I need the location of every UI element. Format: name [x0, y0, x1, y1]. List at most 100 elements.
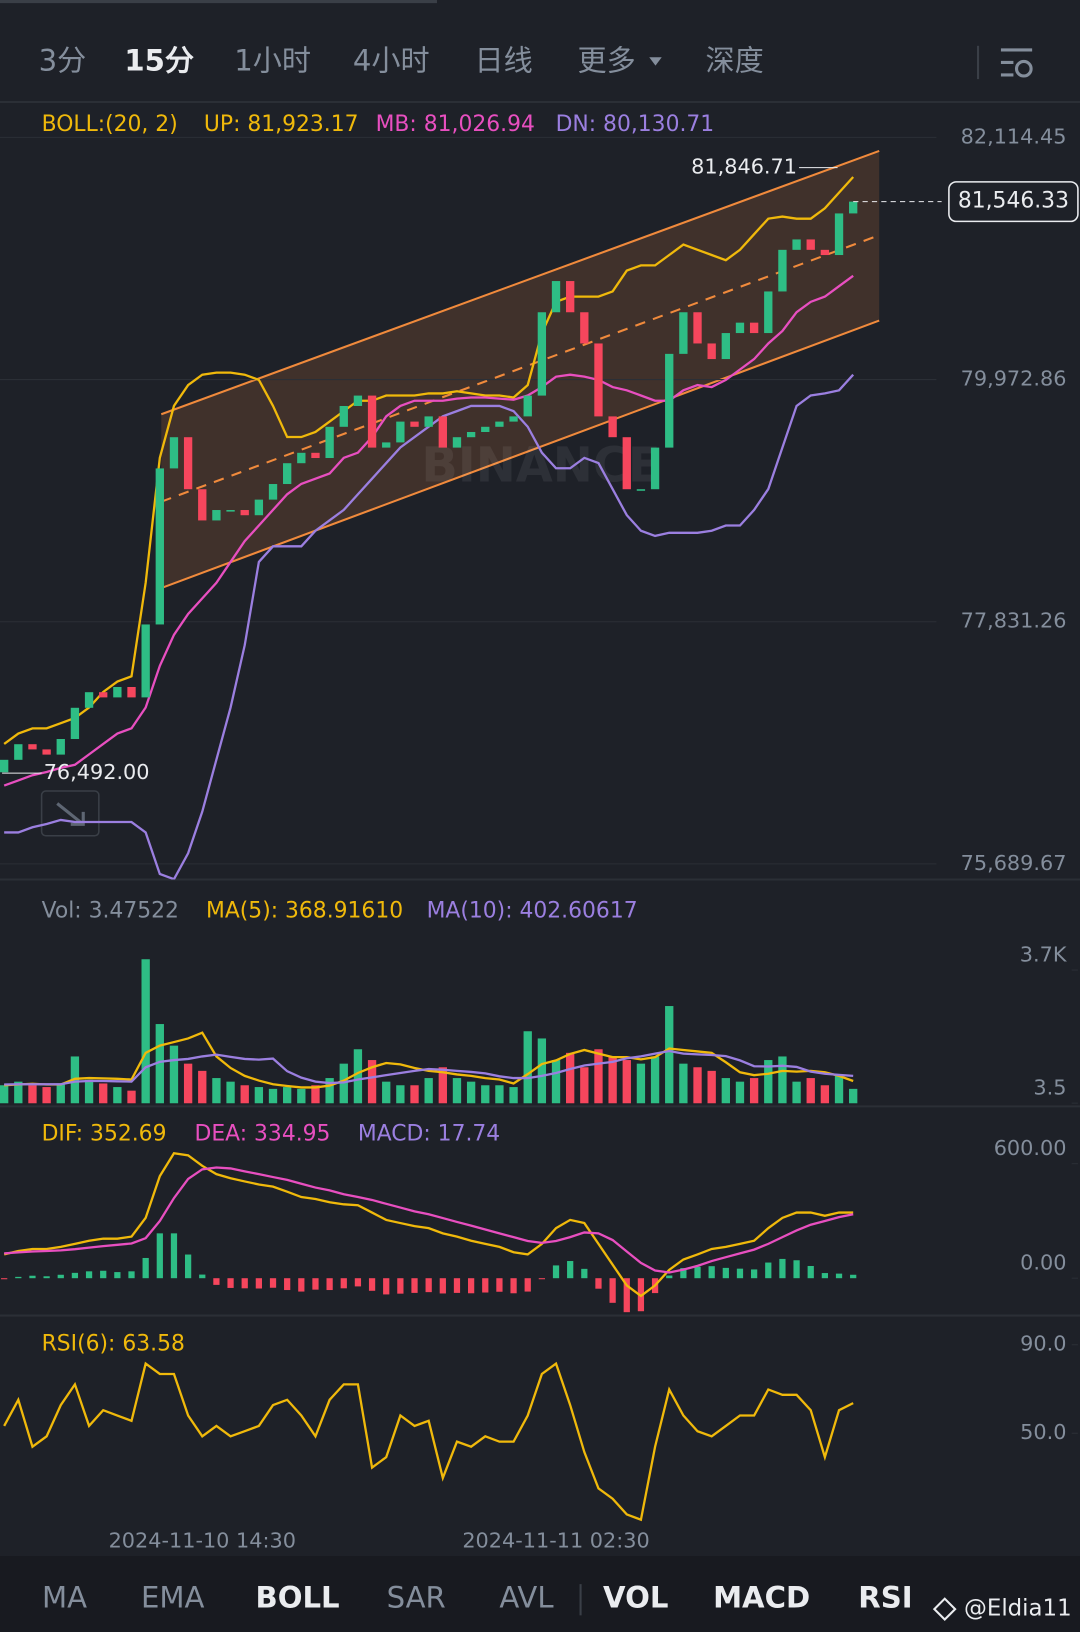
macd-bar	[255, 1278, 262, 1289]
indicator-tab[interactable]: SAR	[387, 1581, 446, 1615]
volume-bar	[325, 1078, 334, 1104]
macd-bar	[85, 1271, 93, 1279]
macd-bar	[213, 1278, 220, 1285]
volume-bar	[424, 1078, 433, 1104]
macd-bar	[821, 1273, 828, 1279]
candle	[155, 468, 164, 625]
macd-bar	[680, 1268, 687, 1279]
macd-bar	[269, 1278, 277, 1288]
volume-bar	[580, 1067, 589, 1104]
legend-entry: MA(10): 402.60617	[427, 899, 638, 924]
interval-tab[interactable]: 3分	[39, 43, 87, 77]
interval-tab[interactable]: 4小时	[353, 43, 430, 77]
macd-bar	[383, 1278, 390, 1295]
indicator-tab[interactable]: BOLL	[256, 1581, 340, 1615]
volume-bar	[155, 1024, 164, 1104]
last-price-label: 81,546.33	[958, 189, 1069, 214]
legend-entry: Vol: 3.47522	[42, 899, 179, 924]
x-tick-label: 2024-11-11 02:30	[462, 1528, 649, 1552]
interval-tab[interactable]: 1小时	[234, 43, 311, 77]
macd-bar	[298, 1278, 305, 1292]
candle	[141, 624, 150, 698]
volume-bar	[226, 1081, 235, 1104]
indicator-tab[interactable]: RSI	[858, 1581, 912, 1615]
volume-bar	[113, 1087, 122, 1104]
candle	[0, 759, 9, 773]
interval-tab[interactable]: 深度	[705, 43, 763, 77]
macd-bar	[496, 1278, 503, 1292]
volume-bar	[169, 1045, 179, 1104]
macd-bar	[807, 1265, 814, 1279]
candle	[198, 489, 207, 521]
volume-bar	[594, 1049, 603, 1104]
volume-bar	[735, 1081, 745, 1104]
macd-bar	[284, 1278, 291, 1291]
legend-entry: MA(5): 368.91610	[206, 899, 403, 924]
plot-area	[1, 1151, 857, 1313]
macd-bar	[170, 1233, 178, 1279]
volume-bar	[56, 1083, 65, 1104]
candle	[452, 437, 462, 448]
volume-bar	[749, 1078, 759, 1104]
macd-bar	[1, 1278, 8, 1280]
volume-bar	[141, 959, 150, 1104]
volume-bar	[509, 1087, 518, 1104]
interval-tab[interactable]: 日线	[474, 43, 532, 77]
legend-entry: UP: 81,923.17	[204, 112, 359, 137]
candle	[749, 322, 759, 334]
indicator-tab[interactable]: MACD	[713, 1581, 810, 1615]
volume-bar	[523, 1031, 532, 1104]
more-caret[interactable]	[649, 57, 662, 66]
interval-tab[interactable]: 更多	[577, 43, 635, 77]
macd-bar	[71, 1272, 79, 1279]
indicator-tab[interactable]: MA	[42, 1581, 87, 1615]
volume-bar	[665, 1006, 674, 1104]
volume-bar	[183, 1063, 193, 1104]
indicator-tab[interactable]: VOL	[603, 1581, 668, 1615]
macd-bar	[142, 1257, 149, 1279]
volume-bar	[622, 1060, 631, 1104]
volume-bar	[537, 1038, 547, 1104]
volume-bar	[650, 1056, 660, 1104]
macd-bar	[227, 1278, 234, 1288]
interval-tab[interactable]: 15分	[124, 43, 194, 77]
y-tick-label: 75,689.67	[961, 851, 1067, 875]
candle	[56, 739, 65, 755]
status-strip	[0, 0, 437, 4]
jump-button[interactable]	[40, 790, 100, 837]
candle	[226, 510, 235, 512]
candle	[113, 686, 122, 698]
candle	[679, 312, 688, 354]
plot-area	[3, 1361, 854, 1522]
macd-bar	[552, 1265, 560, 1279]
volume-bar	[28, 1085, 37, 1104]
macd-bar	[666, 1275, 673, 1279]
volume-bar	[849, 1088, 858, 1104]
macd-bar	[326, 1278, 333, 1291]
volume-bar	[268, 1088, 278, 1104]
candle	[268, 484, 278, 500]
volume-bar	[551, 1060, 561, 1104]
candle	[240, 510, 249, 516]
volume-bar	[764, 1060, 773, 1104]
macd-bar	[411, 1278, 418, 1293]
settings-icon[interactable]	[1000, 48, 1033, 78]
volume-bar	[834, 1074, 844, 1104]
candle	[127, 686, 136, 698]
indicator-line	[3, 1361, 854, 1522]
candle	[721, 333, 730, 360]
candle	[14, 744, 23, 760]
indicator-line	[4, 1049, 854, 1086]
x-tick-label: 2024-11-10 14:30	[109, 1528, 296, 1552]
volume-bar	[396, 1085, 405, 1104]
watermark-logo	[932, 1597, 957, 1621]
candle	[622, 437, 631, 490]
legend-entry: DEA: 334.95	[195, 1121, 331, 1146]
candle	[636, 489, 646, 491]
indicator-tab[interactable]: EMA	[141, 1581, 205, 1615]
indicator-tab[interactable]: AVL	[499, 1581, 554, 1615]
macd-bar	[354, 1278, 362, 1287]
macd-bar	[29, 1275, 36, 1279]
macd-bar	[425, 1278, 432, 1293]
